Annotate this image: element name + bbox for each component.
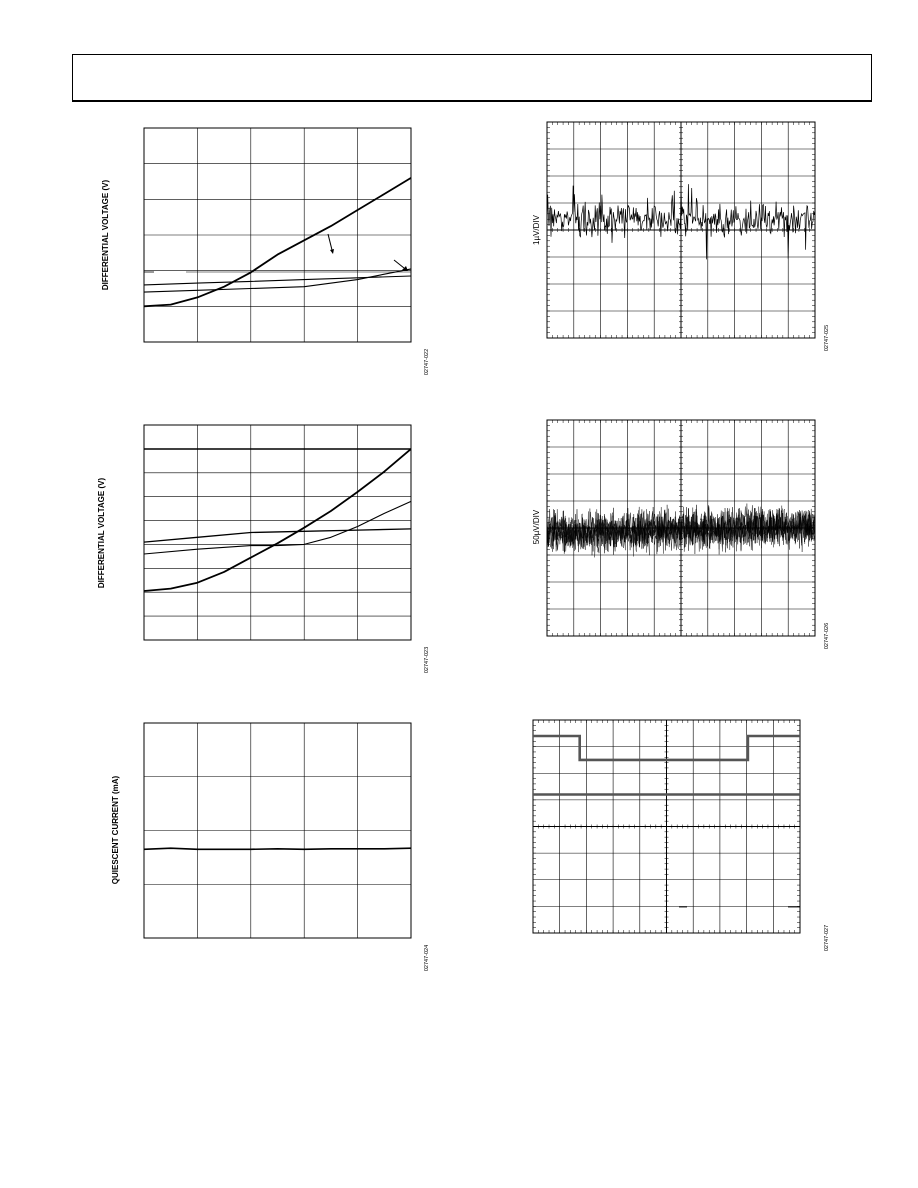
grid: [547, 122, 815, 338]
series-line: [143, 500, 412, 555]
y-axis-label: 1µV/DIV: [532, 214, 541, 245]
y-axis-label: 50µV/DIV: [532, 509, 541, 544]
figure-code: 02747-024: [424, 945, 430, 971]
chart-6: 02747-027: [532, 719, 830, 951]
grid: [144, 723, 411, 938]
arrow-head-icon: [330, 249, 334, 254]
series-group: [533, 734, 800, 796]
grid: [144, 128, 411, 342]
annotation-arrow: [393, 259, 405, 269]
plot-frame: [143, 424, 412, 641]
annotation-arrow: [327, 233, 333, 251]
series-line: [143, 275, 412, 286]
chart-3: QUIESCENT CURRENT (mA) 02747-024: [111, 722, 430, 971]
figure-code: 02747-025: [824, 325, 830, 351]
noise-trace: [546, 505, 816, 553]
series-line: [143, 528, 412, 543]
grid: [533, 720, 800, 933]
page-header-box: [72, 54, 872, 102]
series-group: [143, 847, 412, 851]
y-axis-label: DIFFERENTIAL VOLTAGE (V): [101, 180, 110, 291]
figure-code: 02747-026: [824, 623, 830, 649]
figure-code: 02747-023: [424, 647, 430, 673]
figure-code: 02747-027: [824, 925, 830, 951]
series-group: [143, 177, 412, 308]
arrow-head-icon: [402, 266, 408, 271]
chart-4: 1µV/DIV 02747-025: [532, 121, 830, 351]
y-axis-label: QUIESCENT CURRENT (mA): [111, 775, 120, 884]
noise-trace: [546, 183, 816, 260]
figure-code: 02747-022: [424, 349, 430, 375]
series-group: [546, 503, 816, 558]
series-group: [143, 448, 412, 592]
chart-1: DIFFERENTIAL VOLTAGE (V) 02747-022: [101, 127, 430, 375]
chart-2: DIFFERENTIAL VOLTAGE (V) 02747-023: [97, 424, 430, 673]
series-line: [143, 268, 412, 293]
series-line: [143, 448, 412, 592]
series-group: [546, 183, 816, 260]
series-line: [143, 847, 412, 851]
series-line: [143, 177, 412, 308]
step-trace: [533, 734, 800, 762]
y-axis-label: DIFFERENTIAL VOLTAGE (V): [97, 478, 106, 589]
chart-5: 50µV/DIV 02747-026: [532, 419, 830, 649]
